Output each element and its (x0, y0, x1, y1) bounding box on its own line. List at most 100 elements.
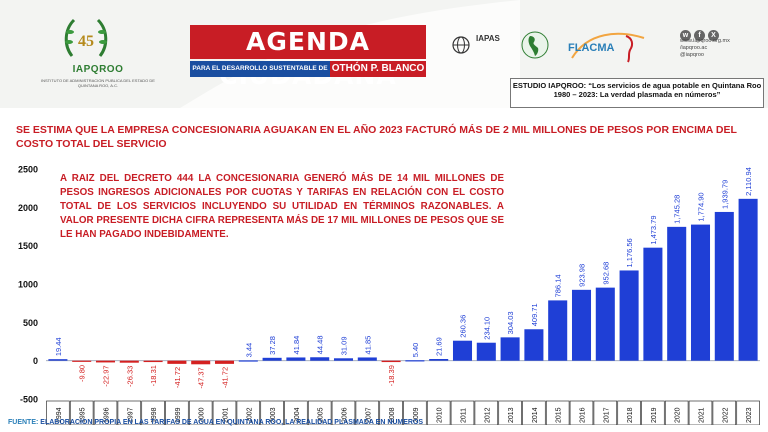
bar-value-label: -26.33 (125, 366, 134, 387)
x-tick-label: 2001 (223, 407, 230, 423)
category-box (117, 400, 142, 425)
category-box (736, 400, 760, 425)
x-tick-label: 1996 (104, 407, 111, 423)
x-tick-label: 2008 (389, 407, 396, 423)
x-tick-label: 2011 (461, 408, 468, 423)
facebook-icon[interactable]: f (694, 30, 705, 41)
bar[interactable] (571, 289, 592, 361)
x-tick-label: 2015 (556, 407, 563, 423)
bar-value-label: -41.72 (221, 367, 230, 388)
bar[interactable] (405, 360, 425, 362)
x-icon[interactable]: X (708, 30, 719, 41)
bar[interactable] (619, 270, 639, 361)
study-title-box: ESTUDIO IAPQROO: “Los servicios de agua … (510, 78, 764, 108)
bar-value-label: -22.97 (102, 365, 111, 386)
bar[interactable] (48, 359, 68, 361)
bar[interactable] (643, 247, 663, 361)
x-tick-label: 2022 (722, 407, 729, 423)
bar[interactable] (357, 357, 377, 361)
social-link-facebook[interactable]: /iapqroo.ac (680, 45, 708, 51)
bar-value-label: -9.80 (78, 365, 87, 382)
category-box (355, 400, 380, 425)
bar-value-label: 923.98 (578, 264, 587, 287)
bar-value-label: -41.72 (173, 367, 182, 388)
bar[interactable] (333, 358, 354, 361)
bar-value-label: 2,110.94 (744, 167, 753, 196)
bar[interactable] (381, 360, 401, 363)
bar-value-label: 3.44 (244, 343, 253, 358)
category-box (260, 400, 284, 425)
bar-value-label: 44.48 (316, 335, 325, 354)
category-box (593, 400, 618, 425)
bar[interactable] (262, 357, 282, 361)
bar[interactable] (310, 357, 330, 361)
chart-annotation-note: A RAIZ DEL DECRETO 444 LA CONCESIONARIA … (60, 172, 504, 242)
bar[interactable] (429, 359, 449, 361)
bar[interactable] (548, 300, 568, 361)
y-tick-label: 1500 (18, 241, 38, 251)
bar-chart: -500 0 500 1000 1500 2000 2500 19.44 1994 -9.80 19… (18, 165, 760, 425)
bar[interactable] (143, 360, 163, 363)
category-box (617, 400, 641, 425)
bar-value-label: -18.39 (387, 365, 396, 386)
x-tick-label: 2014 (532, 407, 539, 423)
banner-subtitle-right: OTHÓN P. BLANCO (330, 61, 426, 77)
category-box (569, 400, 594, 425)
bar[interactable] (738, 198, 758, 361)
bar-value-label: 409.71 (530, 303, 539, 326)
bar[interactable] (714, 211, 734, 361)
bar[interactable] (500, 337, 520, 361)
category-box (307, 400, 332, 425)
bar[interactable] (524, 329, 544, 361)
bar[interactable] (667, 226, 687, 361)
bar[interactable] (238, 360, 258, 362)
category-box (688, 400, 713, 425)
bar[interactable] (452, 340, 473, 361)
bar[interactable] (95, 360, 116, 363)
bar-value-label: 234.10 (482, 317, 491, 340)
x-tick-label: 1994 (56, 407, 63, 423)
bar[interactable] (690, 224, 711, 361)
bar-value-label: -47.37 (197, 367, 206, 388)
bar[interactable] (595, 287, 615, 361)
social-link-x[interactable]: @iapqroo (680, 52, 704, 58)
bar-value-label: 952.68 (601, 262, 610, 285)
source-note: FUENTE: ELABORACION PROPIA EN LAS TARIFA… (8, 419, 748, 426)
banner-subtitle-left: PARA EL DESARROLLO SUSTENTABLE DE (190, 61, 330, 77)
category-box (522, 400, 546, 425)
bar[interactable] (167, 360, 187, 364)
category-box (188, 400, 213, 425)
headline: SE ESTIMA QUE LA EMPRESA CONCESIONARIA A… (16, 124, 737, 150)
logo-subtitle: INSTITUTO DE ADMINISTRACION PUBLICA DEL … (41, 78, 155, 88)
category-box (331, 400, 356, 425)
web-icon[interactable]: w (680, 30, 691, 41)
x-tick-label: 2002 (246, 407, 253, 423)
category-box (141, 400, 165, 425)
banner-subtitle: PARA EL DESARROLLO SUSTENTABLE DE OTHÓN … (190, 61, 426, 77)
y-tick-label: 0 (33, 356, 38, 366)
flacma-logo-text: FLACMA (568, 42, 615, 54)
agenda-ciudadana-banner: AGENDA CIUDADANA PARA EL DESARROLLO SUST… (190, 25, 426, 90)
category-box (641, 400, 665, 425)
bar[interactable] (476, 342, 496, 361)
bar-value-label: 1,473.79 (649, 215, 658, 244)
category-box (379, 400, 403, 425)
bar-value-label: 1,176.56 (625, 238, 634, 267)
category-box (93, 400, 118, 425)
bar[interactable] (72, 360, 92, 362)
bar[interactable] (119, 360, 139, 363)
iapqroo-logo[interactable]: 45 IAPQROO INSTITUTO DE ADMINISTRACION P… (18, 12, 178, 100)
x-tick-label: 2007 (365, 407, 372, 423)
social-link-web[interactable]: www.iapqroo.org.mx (680, 38, 730, 44)
x-tick-label: 1995 (80, 407, 87, 423)
source-text: ELABORACION PROPIA EN LAS TARIFAS DE AGU… (40, 419, 424, 426)
bar[interactable] (214, 360, 235, 364)
bar-value-label: 1,939.79 (720, 180, 729, 209)
y-tick-label: 2000 (18, 203, 38, 213)
bar-value-label: 786.14 (554, 274, 563, 297)
bar[interactable] (191, 360, 211, 365)
bar-value-label: 37.28 (268, 336, 277, 355)
x-tick-label: 2004 (294, 407, 301, 423)
bar[interactable] (286, 357, 306, 361)
